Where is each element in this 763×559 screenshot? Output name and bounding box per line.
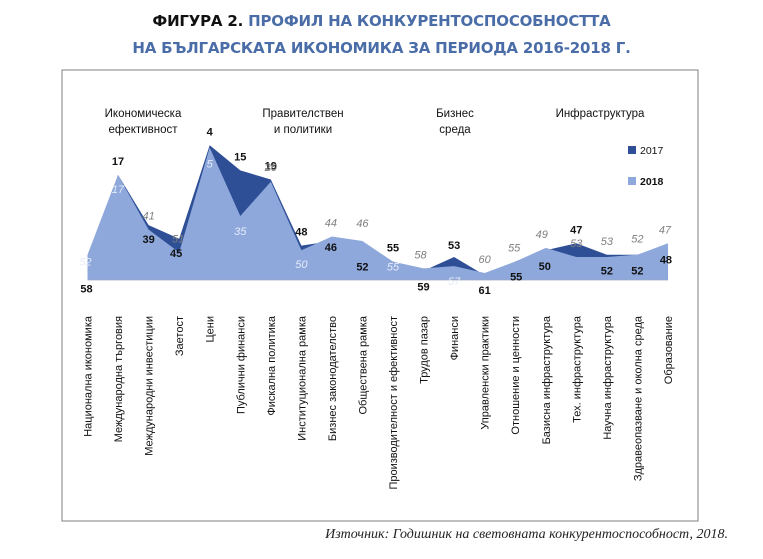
category-tick-label: Международни инвестиции (144, 316, 156, 456)
legend-label-2018: 2018 (640, 176, 664, 188)
data-label-2017: 15 (234, 151, 246, 163)
category-tick-label: Публични финанси (235, 316, 247, 414)
data-label-2018: 20 (264, 162, 278, 174)
group-label: Бизнес (436, 108, 474, 120)
data-label-2018: 50 (295, 259, 308, 271)
category-tick-label: Бизнес законодателство (327, 316, 339, 441)
data-label-2017: 17 (112, 156, 124, 168)
category-tick-label: Финанси (449, 316, 461, 360)
category-tick-label: Цени (205, 316, 217, 342)
category-tick-label: Управленски практики (480, 316, 492, 430)
data-label-2018: 53 (601, 236, 614, 248)
data-label-2017: 52 (601, 266, 613, 278)
legend-label-2017: 2017 (640, 145, 664, 157)
group-label: Инфраструктура (556, 108, 645, 120)
data-label-2018: 55 (508, 243, 521, 255)
figure-title-text: ПРОФИЛ НА КОНКУРЕНТОСПОСОБНОСТТА (248, 12, 611, 30)
category-tick-label: Обществена рамка (357, 315, 369, 414)
data-label-2017: 46 (325, 242, 337, 254)
data-label-2017: 58 (80, 283, 92, 295)
data-label-2018: 51 (172, 233, 184, 245)
figure-title-line2: НА БЪЛГАРСКАТА ИКОНОМИКА ЗА ПЕРИОДА 2016… (132, 39, 631, 57)
category-tick-label: Образование (663, 316, 675, 384)
data-label-2018: 44 (325, 217, 337, 229)
data-label-2018: 52 (79, 257, 91, 269)
data-label-2017: 19 (265, 160, 277, 172)
data-label-2018: 60 (479, 254, 492, 266)
data-label-2018: 17 (112, 184, 125, 196)
group-label: Правителствен (262, 108, 343, 120)
data-label-2017: 52 (631, 266, 643, 278)
category-tick-label: Базисна инфраструктура (541, 315, 553, 444)
source-note: Източник: Годишник на световната конкуре… (325, 527, 728, 542)
data-label-2018: 47 (659, 224, 672, 236)
category-tick-label: Международна търговия (113, 316, 125, 442)
figure-title-line1: ФИГУРА 2. ПРОФИЛ НА КОНКУРЕНТОСПОСОБНОСТ… (0, 12, 763, 30)
category-tick-label: Научна инфраструктура (602, 315, 614, 440)
data-label-2018: 5 (207, 159, 214, 171)
legend-swatch-2018 (628, 177, 636, 185)
category-tick-label: Фискална политика (266, 315, 278, 415)
data-label-2017: 55 (387, 243, 399, 255)
data-label-2018: 58 (414, 249, 427, 261)
data-label-2017: 55 (510, 272, 522, 284)
data-label-2018: 41 (142, 211, 154, 223)
data-label-2018: 55 (387, 262, 400, 274)
series-2018-area (87, 147, 668, 280)
data-label-2018: 57 (448, 276, 461, 288)
data-label-2017: 61 (479, 285, 491, 297)
data-label-2018: 46 (356, 218, 369, 230)
data-label-2017: 47 (570, 224, 582, 236)
data-label-2017: 59 (417, 282, 429, 294)
category-tick-label: Здравеопазване и околна среда (632, 315, 644, 481)
data-label-2017: 48 (295, 227, 307, 239)
data-label-2017: 50 (539, 261, 551, 273)
group-label: Икономическа (105, 108, 182, 120)
chart-frame (61, 69, 699, 522)
category-tick-label: Тех. инфраструктура (571, 315, 583, 423)
data-label-2018: 49 (536, 229, 548, 241)
data-label-2017: 52 (356, 262, 368, 274)
figure-label: ФИГУРА 2. (152, 12, 244, 30)
data-label-2018: 52 (631, 234, 643, 246)
data-label-2018: 53 (570, 238, 583, 250)
data-label-2017: 45 (170, 248, 182, 260)
category-tick-label: Национална икономика (83, 315, 95, 437)
data-label-2017: 53 (448, 240, 460, 252)
category-tick-label: Институционална рамка (296, 315, 308, 441)
data-label-2017: 4 (207, 126, 214, 138)
legend-swatch-2017 (628, 146, 636, 154)
data-label-2018: 35 (234, 226, 247, 238)
category-tick-label: Отношение и ценности (510, 316, 522, 435)
group-label: ефективност (109, 124, 179, 136)
group-label: и политики (274, 124, 332, 136)
group-label: среда (439, 124, 471, 136)
category-tick-label: Трудов пазар (419, 316, 431, 384)
category-tick-label: Заетост (174, 316, 186, 356)
data-label-2017: 39 (142, 234, 154, 246)
category-tick-label: Производителност и ефективност (388, 316, 400, 490)
data-label-2017: 48 (660, 255, 672, 267)
